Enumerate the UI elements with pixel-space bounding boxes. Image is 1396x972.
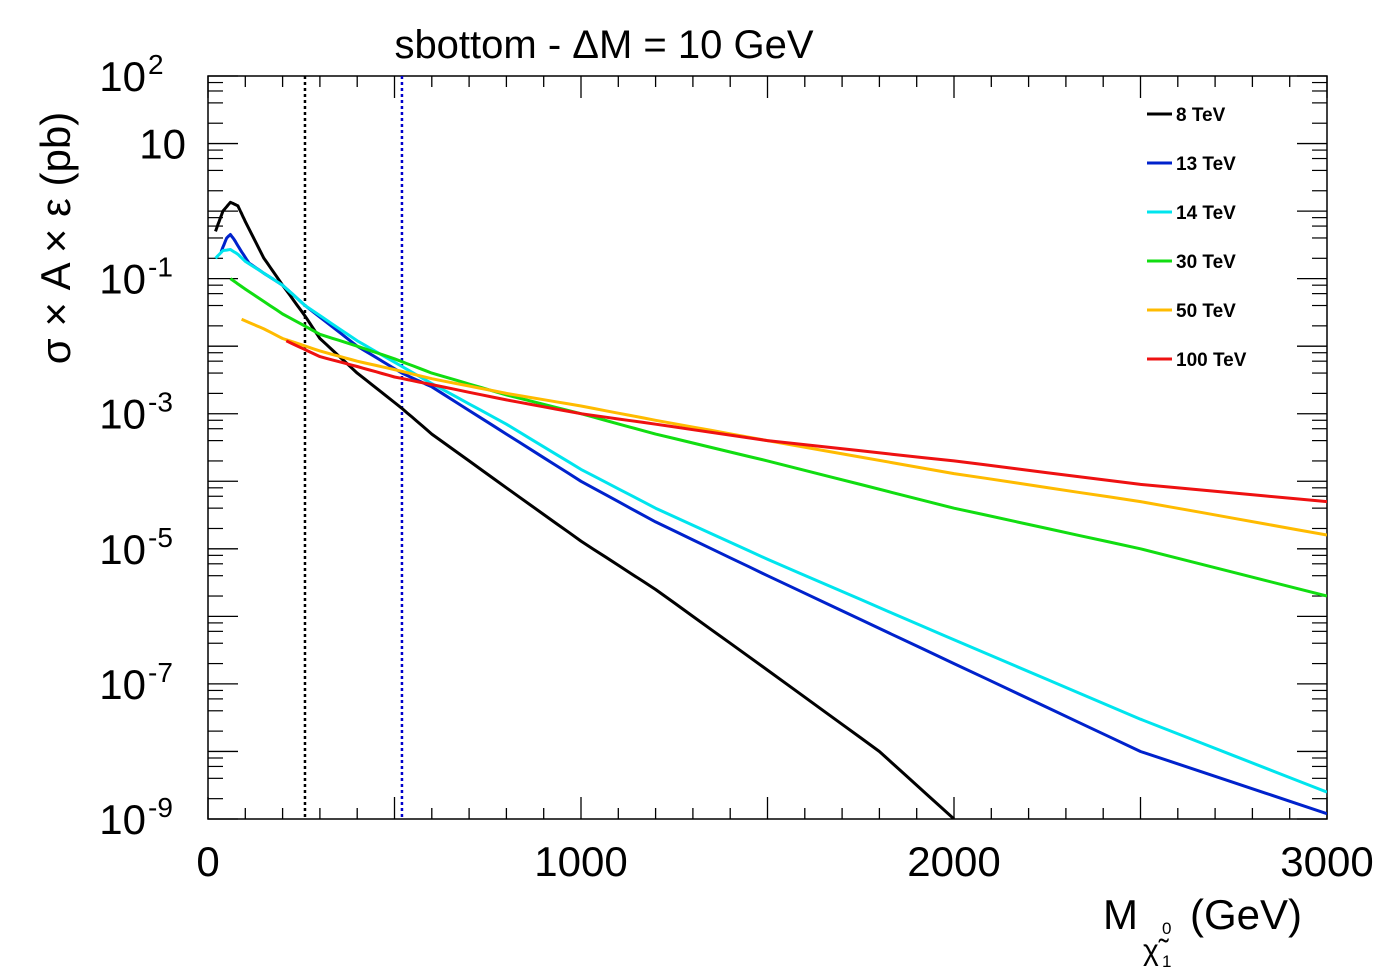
series-lines <box>214 200 1327 819</box>
y-tick-label-exponent: -1 <box>148 252 173 283</box>
series-line <box>214 200 956 819</box>
y-tick-label-exponent: -9 <box>148 792 173 823</box>
legend-label: 14 TeV <box>1176 203 1236 224</box>
x-axis-ticks <box>207 76 1328 819</box>
y-tick-label: 10 <box>99 391 146 438</box>
y-tick-label: 10 <box>99 796 146 843</box>
legend-label: 13 TeV <box>1176 154 1236 175</box>
y-tick-label: 10 <box>99 256 146 303</box>
y-axis-ticks <box>208 75 1327 820</box>
series-line <box>229 277 1327 598</box>
y-tick-label: 10 <box>99 661 146 708</box>
y-tick-label-exponent: 2 <box>148 49 164 80</box>
reference-lines <box>303 76 404 819</box>
y-tick-label: 10 <box>99 526 146 573</box>
legend: 8 TeV 13 TeV 14 TeV 30 TeV 50 TeV 100 TeV <box>1147 105 1247 371</box>
x-axis-label: M χ̃ 0 1 (GeV) <box>1103 891 1302 971</box>
x-tick-label: 2000 <box>907 838 1000 885</box>
chart-title: sbottom - ΔM = 10 GeV <box>394 23 813 67</box>
legend-label: 100 TeV <box>1176 350 1247 371</box>
x-axis-label-main: M <box>1103 891 1138 938</box>
x-axis-label-subscript-subscript: 1 <box>1162 952 1171 971</box>
x-axis-label-subscript-superscript: 0 <box>1162 919 1171 938</box>
y-tick-label: 10 <box>99 53 146 100</box>
x-tick-label: 0 <box>196 838 219 885</box>
y-axis-label: σ × A × ε (pb) <box>32 112 79 364</box>
x-axis-tick-labels: 0 1000 2000 3000 <box>196 838 1373 885</box>
series-line <box>285 339 1327 504</box>
x-tick-label: 1000 <box>534 838 627 885</box>
x-axis-label-unit: (GeV) <box>1190 891 1302 938</box>
legend-label: 50 TeV <box>1176 301 1236 322</box>
y-tick-label-exponent: -3 <box>148 387 173 418</box>
y-tick-label-exponent: -7 <box>148 657 173 688</box>
plot-frame <box>207 75 1328 820</box>
x-tick-label: 3000 <box>1280 838 1373 885</box>
series-line <box>214 248 1327 794</box>
y-tick-label: 10 <box>139 121 186 168</box>
series-line <box>241 317 1327 537</box>
y-tick-label-exponent: -5 <box>148 522 173 553</box>
legend-label: 30 TeV <box>1176 252 1236 273</box>
legend-label: 8 TeV <box>1176 105 1226 126</box>
